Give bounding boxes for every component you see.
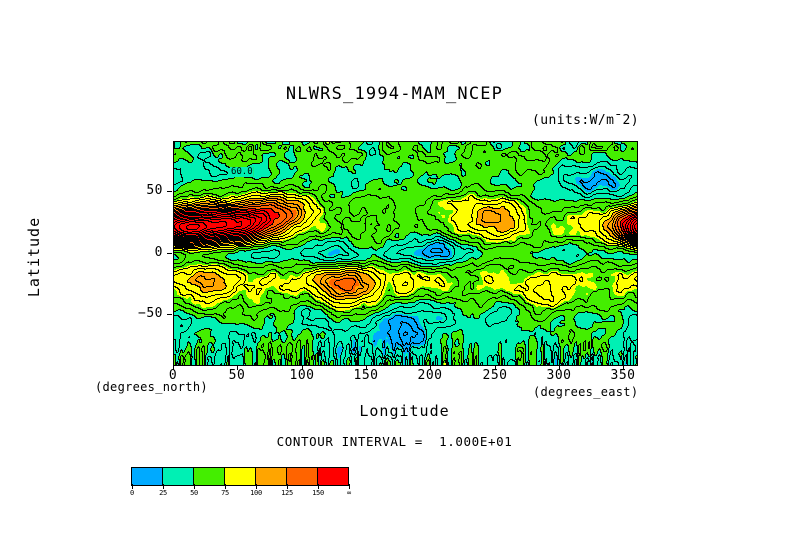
colorbar-swatch (193, 468, 224, 485)
x-tick-mark (366, 365, 367, 370)
colorbar-swatch (132, 468, 162, 485)
x-tick-mark (173, 365, 174, 370)
colorbar-tick-label: 100 (250, 489, 262, 497)
x-tick-label: 150 (353, 368, 379, 383)
colorbar-swatch (255, 468, 286, 485)
colorbar-tick-label: ∞ (347, 489, 351, 497)
x-tick-label: 0 (168, 368, 178, 383)
contour-interval-caption: CONTOUR INTERVAL = 1.000E+01 (276, 434, 513, 449)
units-label: (units:W/m¯2) (532, 113, 639, 128)
x-tick-label: 300 (546, 368, 572, 383)
colorbar-tick-label: 125 (281, 489, 293, 497)
x-tick-label: 50 (228, 368, 246, 383)
x-tick-mark (302, 365, 303, 370)
colorbar-swatch (162, 468, 193, 485)
contour-map-canvas (174, 142, 637, 365)
page-title: NLWRS_1994-MAM_NCEP (285, 84, 504, 104)
y-axis-title: Latitude (25, 216, 43, 298)
y-tick-label: −50 (138, 306, 163, 321)
colorbar-tick-mark (225, 484, 226, 489)
colorbar-tick-labels: 0 25 50 75 100 125 150 ∞ (130, 484, 351, 497)
colorbar-tick-label: 75 (221, 489, 229, 497)
x-tick-label: 350 (610, 368, 636, 383)
colorbar-tick-mark (194, 484, 195, 489)
degrees-north-unit-label: (degrees_north) (95, 380, 208, 394)
colorbar-tick-label: 0 (130, 489, 134, 497)
x-tick-label: 250 (482, 368, 508, 383)
x-tick-mark (495, 365, 496, 370)
colorbar-tick-mark (163, 484, 164, 489)
colorbar-tick-label: 50 (190, 489, 198, 497)
y-tick-label: 0 (154, 245, 163, 260)
colorbar-swatch (224, 468, 255, 485)
x-tick-mark (559, 365, 560, 370)
y-tick-mark (167, 191, 172, 192)
colorbar-swatch (317, 468, 348, 485)
contour-map-panel (173, 141, 638, 366)
x-tick-label: 100 (289, 368, 315, 383)
colorbar-tick-label: 150 (312, 489, 324, 497)
colorbar-tick-label: 25 (159, 489, 167, 497)
degrees-east-unit-label: (degrees_east) (533, 385, 639, 399)
y-tick-label: 50 (146, 183, 163, 198)
y-tick-mark (167, 314, 172, 315)
x-tick-mark (623, 365, 624, 370)
colorbar-tick-mark (256, 484, 257, 489)
y-tick-mark (167, 253, 172, 254)
colorbar-tick-mark (287, 484, 288, 489)
colorbar (131, 467, 349, 486)
x-tick-mark (237, 365, 238, 370)
colorbar-tick-mark (318, 484, 319, 489)
x-tick-mark (430, 365, 431, 370)
colorbar-tick-mark (132, 484, 133, 489)
x-tick-label: 200 (417, 368, 443, 383)
x-axis-title: Longitude (359, 402, 450, 420)
colorbar-swatch (286, 468, 317, 485)
colorbar-tick-mark (349, 484, 350, 489)
